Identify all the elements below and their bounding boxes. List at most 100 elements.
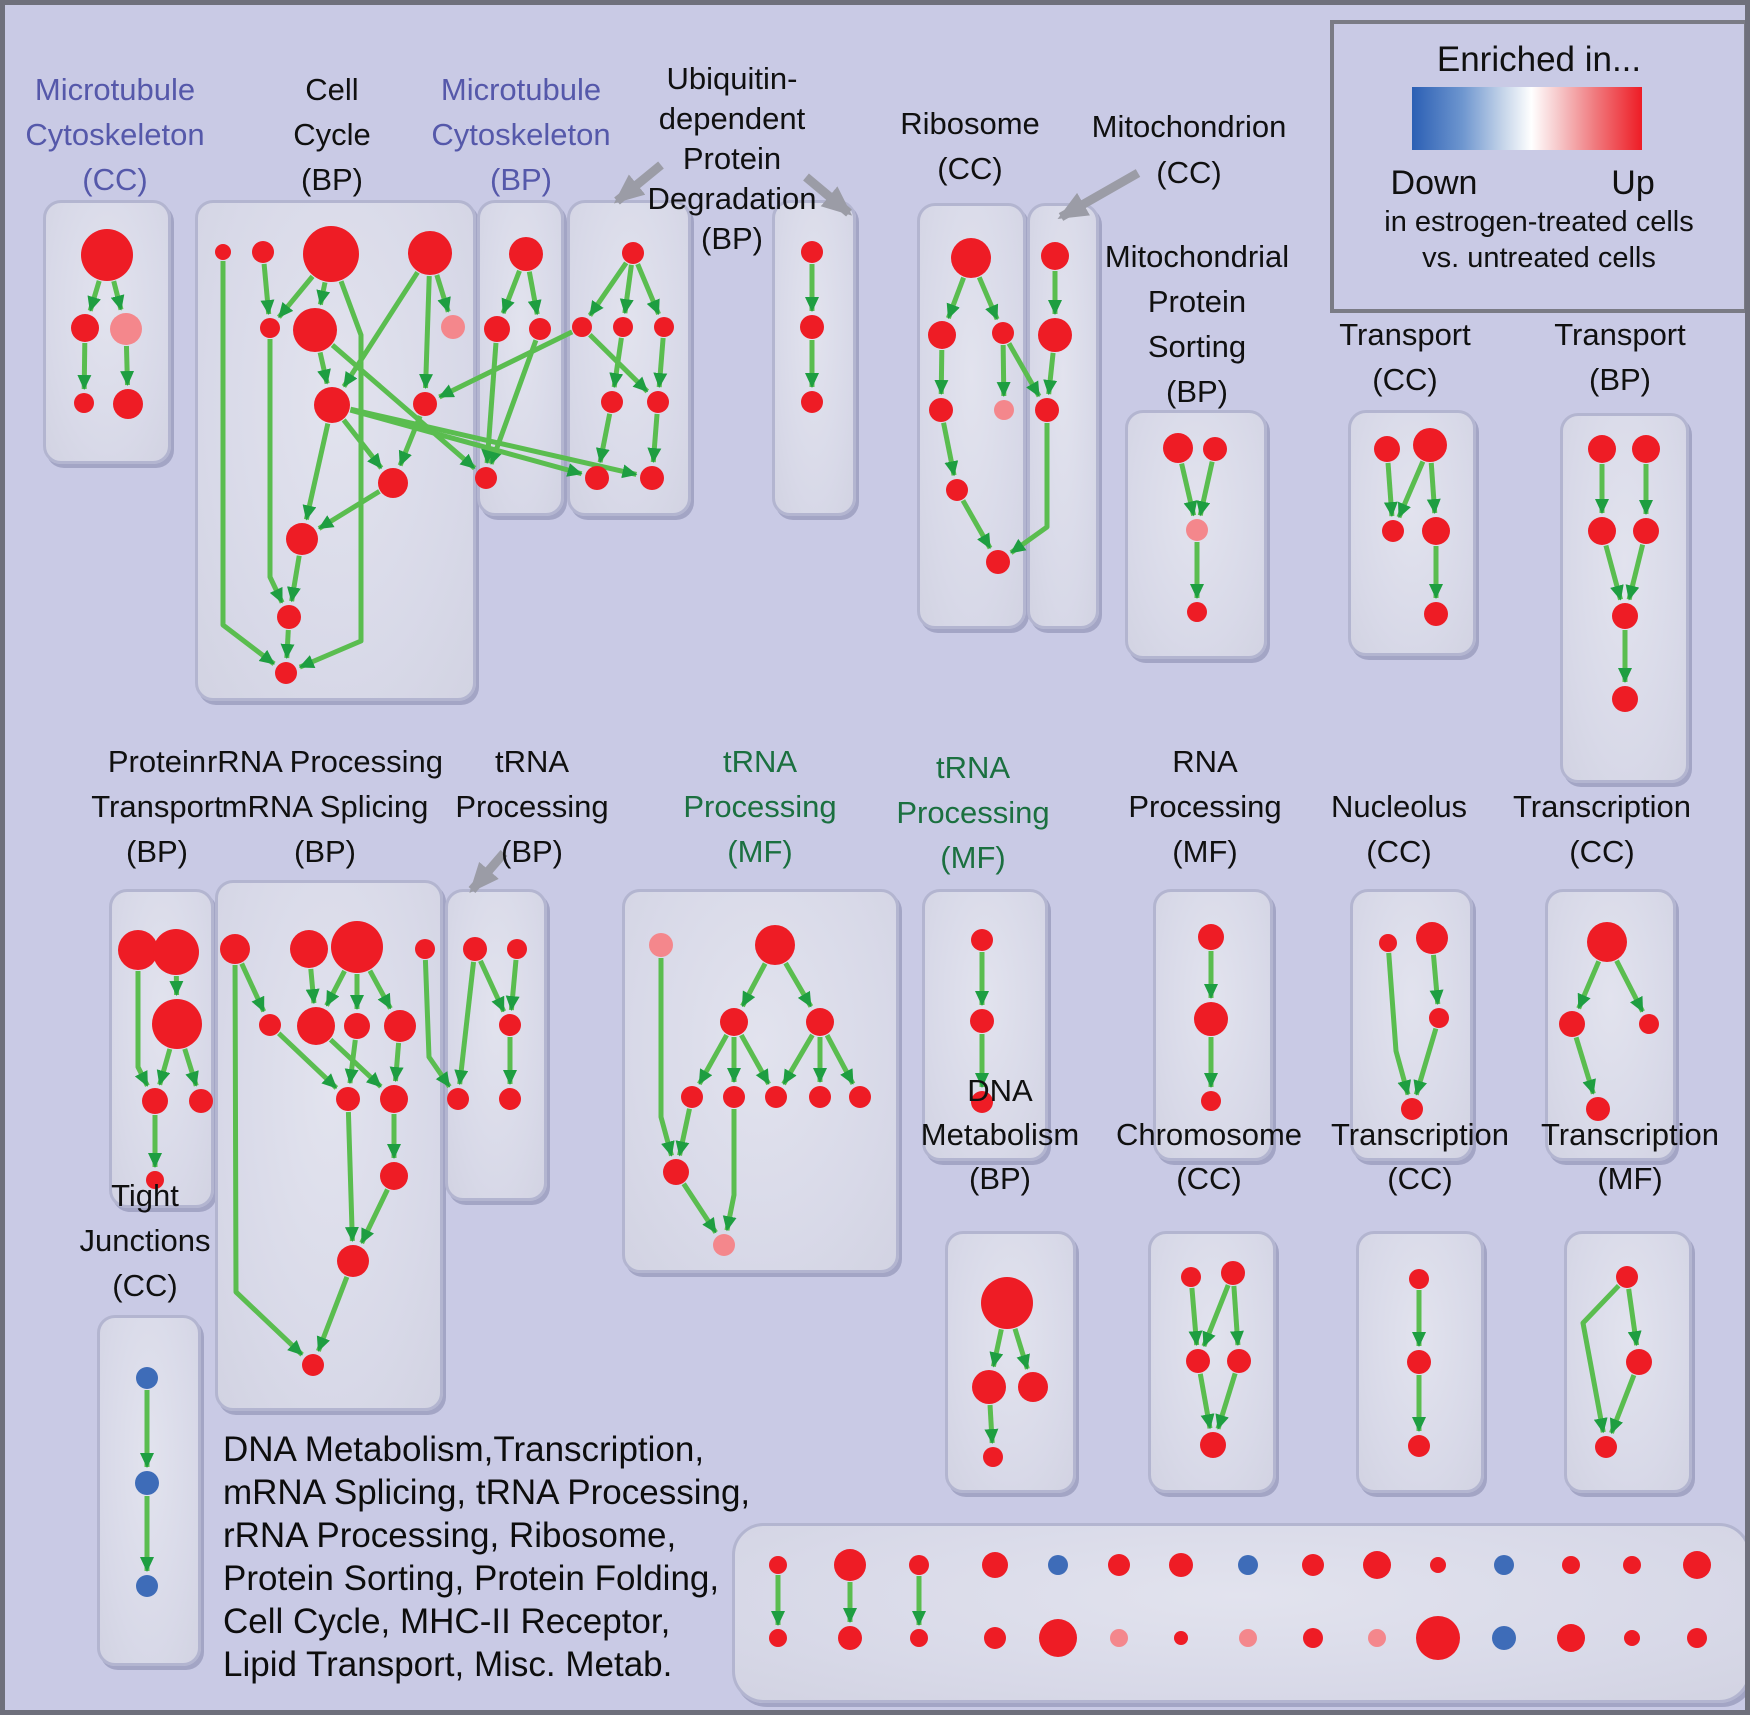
group-label-line: (MF) xyxy=(727,834,793,869)
go-node-trna-processing-mf-1-x7 xyxy=(765,1086,787,1108)
go-node-mitochondrion-cc-g2 xyxy=(1038,318,1072,352)
edge-cell-cycle-bp xyxy=(260,263,275,316)
group-label-line: Mitochondrial xyxy=(1104,239,1290,274)
go-node-microtubule-cytoskeleton-cc-n1 xyxy=(81,229,133,281)
edge-microtubule-cytoskeleton-bp xyxy=(526,271,542,316)
go-node-rna-transport-bp-rt3 xyxy=(1588,517,1616,545)
text-block-line: DNA Metabolism,Transcription, xyxy=(223,1430,705,1469)
go-node-nucleolus-cc-u1 xyxy=(1379,934,1397,952)
go-node-microtubule-cytoskeleton-cc-n4 xyxy=(74,393,94,413)
edge-dna-metabolism-bp xyxy=(1012,1328,1030,1370)
edge-trna-processing-mf-1 xyxy=(783,961,814,1008)
group-label-line: Tight xyxy=(111,1178,179,1213)
group-box-misc-terms xyxy=(732,1523,1745,1703)
group-label-line: Transport xyxy=(1339,317,1471,352)
group-label-chromosome-cc: Chromosome (CC) xyxy=(1029,1113,1389,1201)
edge-rrna-processing-mrna-splicing-bp xyxy=(328,1037,383,1089)
edge-cell-cycle-bp xyxy=(316,281,331,306)
go-node-chromosome-cc-h1 xyxy=(1181,1267,1201,1287)
go-node-trna-processing-mf-1-x10 xyxy=(663,1159,689,1185)
go-node-rrna-processing-mrna-splicing-bp-r4 xyxy=(415,939,435,959)
edge-microtubule-cytoskeleton-bp xyxy=(481,342,499,465)
go-node-trna-processing-mf-2-w2 xyxy=(970,1009,994,1033)
edge-microtubule-cytoskeleton-cc xyxy=(77,342,92,391)
go-node-cell-cycle-bp-c9 xyxy=(413,392,437,416)
go-node-ubiquitin-dependent-protein-degradation-bp-e6 xyxy=(647,391,669,413)
group-label-trna-processing-bp: tRNA Processing (BP) xyxy=(352,739,712,874)
go-node-nuclear-transport-cc-nt1 xyxy=(1374,436,1400,462)
edge-nucleolus-cc xyxy=(1386,952,1412,1096)
group-label-nucleolus-cc: Nucleolus (CC) xyxy=(1219,784,1579,874)
go-node-transcription-cc-bottom-y1 xyxy=(1409,1269,1429,1289)
go-node-dna-metabolism-bp-d2 xyxy=(972,1370,1006,1404)
go-node-misc-terms-z4 xyxy=(984,1627,1006,1649)
go-node-misc-terms-a6 xyxy=(1108,1554,1130,1576)
go-node-nuclear-transport-cc-nt5 xyxy=(1424,602,1448,626)
go-node-dna-metabolism-bp-d1 xyxy=(981,1277,1033,1329)
group-label-line: Degradation xyxy=(647,181,817,216)
go-node-misc-terms-a14 xyxy=(1623,1556,1641,1574)
group-label-line: (BP) xyxy=(126,834,188,869)
edge-trna-processing-mf-1 xyxy=(658,958,675,1157)
go-node-trna-processing-mf-1-x8 xyxy=(809,1086,831,1108)
go-node-protein-transport-bp-p5 xyxy=(189,1089,213,1113)
edge-rrna-processing-mrna-splicing-bp xyxy=(389,1042,404,1083)
edge-cell-cycle-bp xyxy=(341,270,420,388)
go-node-cell-cycle-bp-c6 xyxy=(293,308,337,352)
group-label-line: Junctions xyxy=(79,1223,211,1258)
group-label-line: (CC) xyxy=(1569,834,1635,869)
edge-ribosome-cc xyxy=(960,499,993,550)
edge-trna-processing-mf-1 xyxy=(697,1033,729,1086)
go-node-misc-terms-a4 xyxy=(982,1552,1008,1578)
go-node-nuclear-transport-cc-nt2 xyxy=(1413,428,1447,462)
edge-rrna-processing-mrna-splicing-bp xyxy=(359,1188,390,1245)
go-node-ribosome-cc-b6 xyxy=(946,479,968,501)
legend-title: Enriched in... xyxy=(1436,40,1642,79)
go-node-trna-processing-mf-2-w3 xyxy=(971,1091,993,1113)
go-node-rrna-processing-mrna-splicing-bp-r12 xyxy=(337,1245,369,1277)
go-node-trna-processing-mf-1-x6 xyxy=(723,1086,745,1108)
go-node-trna-processing-mf-2-w1 xyxy=(971,929,993,951)
group-label-line: Processing xyxy=(455,789,609,824)
go-node-transcription-mf-m3 xyxy=(1595,1436,1617,1458)
edge-cell-cycle-bp xyxy=(220,261,276,666)
go-node-transcription-mf-m2 xyxy=(1626,1349,1652,1375)
go-node-nucleolus-cc-u2 xyxy=(1416,922,1448,954)
edge-ubiquitin-dependent-protein-degradation-bp xyxy=(587,261,629,317)
group-label-line: (CC) xyxy=(82,162,148,197)
edge-dna-metabolism-bp xyxy=(989,1328,1004,1368)
group-label-trna-processing-mf-2: tRNA Processing (MF) xyxy=(793,745,1153,880)
group-label-line: DNA xyxy=(967,1073,1033,1108)
edge-protein-transport-bp xyxy=(134,971,150,1087)
group-label-line: (BP) xyxy=(1166,374,1228,409)
group-label-transcription-mf: Transcription (MF) xyxy=(1450,1113,1745,1201)
edge-trna-processing-mf-1 xyxy=(675,1108,692,1157)
legend-subline-2: vs. untreated cells xyxy=(1422,242,1656,274)
go-node-misc-terms-a2 xyxy=(834,1549,866,1581)
go-node-ribosome-cc-b4 xyxy=(929,398,953,422)
go-node-tight-junctions-cc-tj2 xyxy=(135,1471,159,1495)
group-label-line: tRNA xyxy=(935,750,1011,785)
go-node-trna-processing-mf-1-x1 xyxy=(649,933,673,957)
go-node-misc-terms-a3 xyxy=(909,1555,929,1575)
go-node-misc-terms-z14 xyxy=(1624,1630,1640,1646)
go-node-cell-cycle-bp-c11 xyxy=(286,523,318,555)
group-label-line: RNA xyxy=(1172,744,1238,779)
edge-transcription-mf xyxy=(1609,1374,1637,1434)
group-label-rna-processing-mf: RNA Processing (MF) xyxy=(1025,739,1385,874)
edge-cell-cycle-bp xyxy=(341,418,384,470)
group-label-line: Protein xyxy=(107,744,207,779)
group-label-ribosome-cc: Ribosome (CC) xyxy=(790,101,1150,191)
go-node-nuclear-transport-cc-nt3 xyxy=(1382,520,1404,542)
group-label-line: Processing xyxy=(683,789,837,824)
group-label-line: Metabolism xyxy=(920,1117,1080,1152)
go-node-rrna-processing-mrna-splicing-bp-r8 xyxy=(384,1010,416,1042)
go-node-rna-transport-bp-rt6 xyxy=(1612,686,1638,712)
go-node-ubiquitin-dependent-protein-degradation-bp-e8 xyxy=(640,466,664,490)
edge-rrna-processing-mrna-splicing-bp xyxy=(367,969,393,1010)
go-node-trna-processing-mf-1-x2 xyxy=(755,925,795,965)
go-node-microtubule-cytoskeleton-cc-n2 xyxy=(71,314,99,342)
edge-mitochondrion-cc xyxy=(1043,352,1058,396)
go-node-chromosome-cc-h2 xyxy=(1221,1261,1245,1285)
group-label-line: (CC) xyxy=(1372,362,1438,397)
